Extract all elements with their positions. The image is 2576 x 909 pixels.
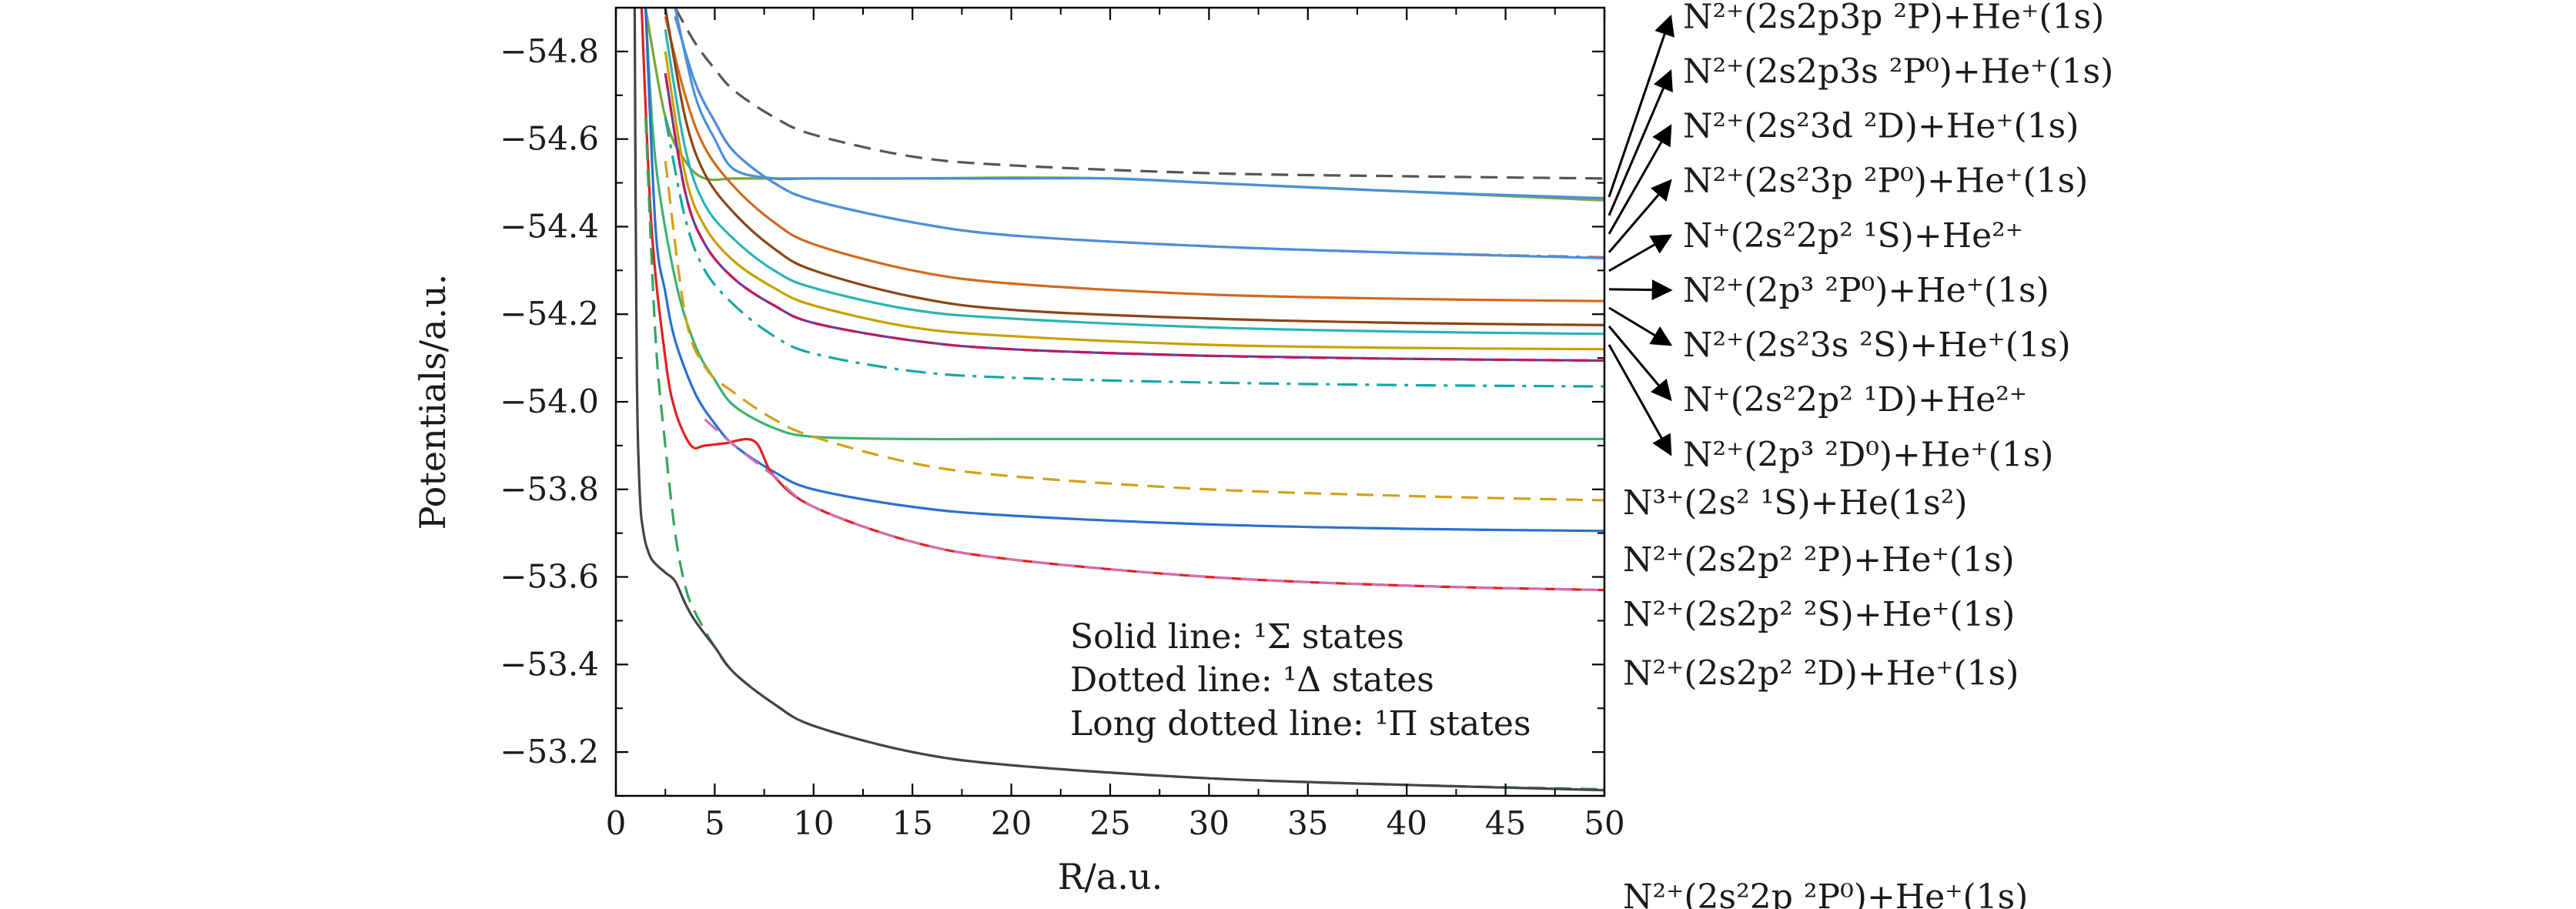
x-tick-label: 45 [1485,804,1526,842]
series-line [704,418,1604,592]
series-line [644,8,1604,441]
y-tick-label: −54.0 [500,383,599,420]
state-arrow [1607,69,1673,216]
state-label: N²⁺(2s2p3s ²P⁰)+He⁺(1s) [1683,52,2113,91]
state-label: N⁺(2s²2p² ¹D)+He²⁺ [1683,380,2027,419]
x-tick-label: 25 [1089,804,1130,842]
x-axis-title: R/a.u. [1058,856,1163,897]
y-tick-label: −54.4 [500,207,599,245]
legend: Solid line: ¹Σ states Dotted line: ¹Δ st… [1070,617,1531,744]
series-line [633,8,1604,792]
state-arrow [1608,234,1673,272]
direct-state-label: N²⁺(2s²2p ²P⁰)+He⁺(1s) [1623,877,2028,909]
x-tick-label: 50 [1584,804,1624,842]
series-line [674,15,1604,259]
y-tick-label: −54.6 [500,120,599,158]
x-tick-label: 20 [991,804,1032,842]
legend-entry-long-dotted: Long dotted line: ¹Π states [1070,704,1531,744]
x-tick-label: 10 [793,804,834,842]
state-label: N²⁺(2s²3p ²P⁰)+He⁺(1s) [1683,162,2088,201]
direct-state-labels: N³⁺(2s² ¹S)+He(1s²) N²⁺(2s2p² ²P)+He⁺(1s)… [1623,483,2028,909]
state-label: N²⁺(2s²3s ²S)+He⁺(1s) [1683,326,2071,365]
y-tick-label: −53.2 [500,733,599,770]
state-label: N²⁺(2p³ ²P⁰)+He⁺(1s) [1683,271,2049,310]
state-label: N⁺(2s²2p² ¹S)+He²⁺ [1683,216,2023,256]
state-arrow [1607,179,1672,253]
series-line [664,29,1604,336]
state-arrow [1608,306,1673,346]
y-tick-label: −53.6 [500,558,599,596]
legend-entry-solid: Solid line: ¹Σ states [1070,617,1404,657]
state-label: N²⁺(2p³ ²D⁰)+He⁺(1s) [1683,435,2053,474]
curves-group [633,8,1604,792]
series-line [674,8,1604,200]
series-line [674,15,1604,259]
x-tick-label: 40 [1386,804,1427,842]
state-arrows [1607,14,1674,456]
direct-state-label: N²⁺(2s2p² ²P)+He⁺(1s) [1623,540,2015,580]
series-line [664,73,1604,363]
series-line [664,51,1604,351]
x-tick-label: 35 [1287,804,1328,842]
legend-entry-dotted: Dotted line: ¹Δ states [1070,660,1434,700]
x-tick-label: 30 [1189,804,1229,842]
y-tick-label: −53.8 [500,470,599,508]
direct-state-label: N²⁺(2s2p² ²D)+He⁺(1s) [1623,654,2019,693]
direct-state-label: N³⁺(2s² ¹S)+He(1s²) [1623,483,1968,523]
state-arrow [1607,124,1672,235]
y-tick-label: −53.4 [500,645,599,683]
series-line [644,117,1604,791]
series-line [644,8,1604,533]
x-tick-label: 0 [606,804,627,842]
axis-ticks [614,7,1606,797]
state-arrow [1608,279,1673,301]
state-label: N²⁺(2s2p3p ²P)+He⁺(1s) [1683,0,2104,36]
series-line [674,8,1604,180]
series-line [664,8,1604,326]
state-arrow [1607,14,1674,198]
y-tick-label: −54.2 [500,295,599,333]
state-arrow [1607,325,1672,402]
y-tick-label: −54.8 [500,32,599,70]
state-arrow [1607,344,1672,456]
direct-state-label: N²⁺(2s2p² ²S)+He⁺(1s) [1623,595,2015,634]
state-labels: N²⁺(2s2p3p ²P)+He⁺(1s) N²⁺(2s2p3s ²P⁰)+He… [1683,0,2113,474]
state-label: N²⁺(2s²3d ²D)+He⁺(1s) [1683,107,2079,146]
axis-tick-labels: 0 5 10 15 20 25 30 35 40 45 50 −53.2 −53.4 −53.6 −53.8… [500,32,1624,842]
x-tick-label: 5 [704,804,725,842]
y-axis-title: Potentials/a.u. [412,274,453,530]
series-line [664,116,1604,388]
series-line [664,160,1604,502]
x-tick-label: 15 [892,804,932,842]
series-line [664,73,1604,363]
series-line [664,16,1604,302]
